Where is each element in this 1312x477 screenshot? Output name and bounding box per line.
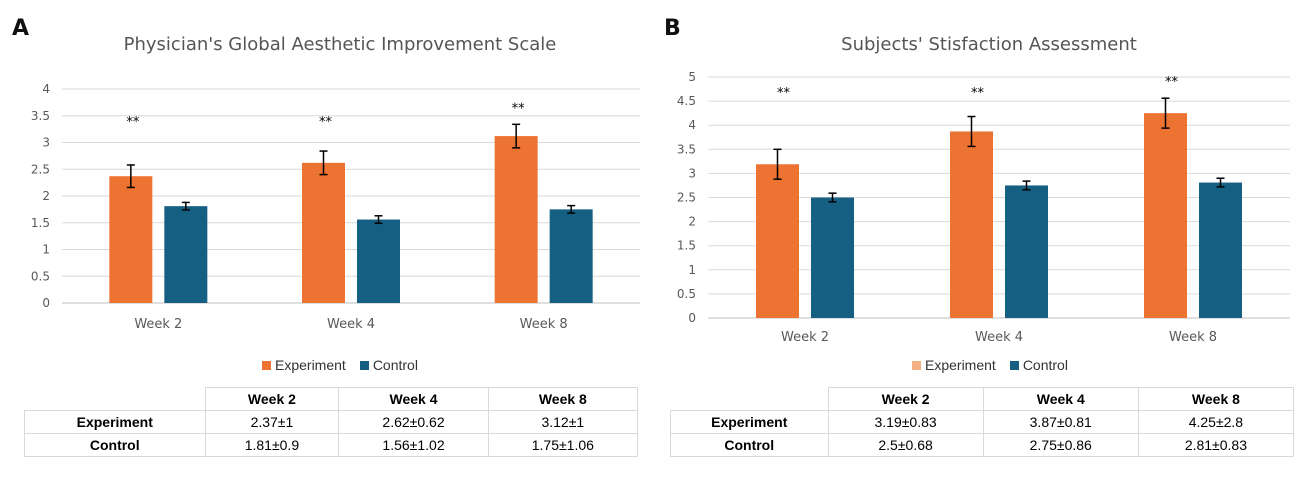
table-row: Experiment 2.37±1 2.62±0.62 3.12±1 — [24, 410, 639, 434]
bar-control — [811, 197, 854, 318]
legend-item-experiment: Experiment — [912, 357, 996, 373]
legend-item-control: Control — [359, 357, 418, 373]
bar-experiment — [756, 164, 799, 318]
table-cell: 1.81±0.9 — [204, 433, 340, 457]
x-category-label: Week 8 — [1169, 330, 1217, 345]
stats-table: Week 2 Week 4 Week 8 Experiment 2.37±1 2… — [24, 387, 639, 457]
y-tick-label: 4 — [688, 118, 696, 132]
table-cell: 2.81±0.83 — [1137, 433, 1295, 457]
bar-control — [1005, 185, 1048, 318]
table-corner — [670, 387, 829, 411]
table-header: Week 2 — [204, 387, 340, 411]
table-cell: 3.87±0.81 — [982, 410, 1139, 434]
table-header-row: Week 2 Week 4 Week 8 — [670, 387, 1295, 411]
legend-swatch-control — [1009, 360, 1019, 370]
y-tick-label: 2 — [688, 215, 696, 229]
y-tick-label: 0 — [688, 311, 696, 325]
table-cell: 2.62±0.62 — [338, 410, 489, 434]
table-header: Week 2 — [827, 387, 984, 411]
legend-swatch-experiment — [262, 360, 271, 370]
table-header: Week 4 — [982, 387, 1139, 411]
panel-label: A — [12, 16, 30, 41]
y-tick-label: 3 — [42, 136, 50, 150]
y-tick-label: 3 — [688, 166, 696, 180]
chart-title: Subjects' Stisfaction Assessment — [841, 34, 1137, 55]
x-category-label: Week 8 — [520, 317, 568, 332]
chart-title: Physician's Global Aesthetic Improvement… — [124, 34, 557, 55]
table-cell: 3.19±0.83 — [827, 410, 984, 434]
significance-label: ** — [1165, 75, 1179, 90]
y-tick-label: 2 — [42, 189, 50, 203]
legend-swatch-control — [359, 360, 369, 370]
x-category-label: Week 2 — [134, 317, 182, 332]
table-row: Control 2.5±0.68 2.75±0.86 2.81±0.83 — [670, 433, 1295, 457]
y-tick-label: 2.5 — [677, 191, 696, 205]
y-tick-label: 2.5 — [31, 162, 50, 176]
y-tick-label: 0.5 — [677, 287, 696, 301]
satisfaction-chart: Subjects' Stisfaction Assessment 0 0.5 1 1.5… — [677, 34, 1290, 345]
legend-item-experiment: Experiment — [262, 357, 346, 373]
bar-experiment — [1144, 113, 1187, 319]
bar-experiment — [494, 136, 538, 303]
table-corner — [24, 387, 206, 411]
bar-control — [357, 219, 400, 303]
table-row-label: Control — [670, 433, 829, 457]
y-tick-label: 0 — [42, 296, 50, 310]
y-tick-label: 5 — [688, 70, 696, 84]
significance-label: ** — [971, 86, 985, 101]
y-tick-label: 1 — [688, 263, 696, 277]
table-row: Experiment 3.19±0.83 3.87±0.81 4.25±2.8 — [670, 410, 1295, 434]
significance-label: ** — [777, 86, 791, 101]
x-category-label: Week 2 — [781, 330, 829, 345]
y-tick-label: 4.5 — [677, 94, 696, 108]
table-header-row: Week 2 Week 4 Week 8 — [24, 387, 639, 411]
legend-item-control: Control — [1009, 357, 1068, 373]
legend-label-control: Control — [1022, 357, 1068, 373]
y-tick-label: 3.5 — [31, 109, 50, 123]
legend-swatch-experiment — [912, 360, 921, 370]
pgais-chart: Physician's Global Aesthetic Improvement… — [31, 34, 640, 332]
bar-experiment — [950, 131, 993, 318]
legend-label-control: Control — [372, 357, 418, 373]
table-header: Week 8 — [1137, 387, 1295, 411]
significance-label: ** — [126, 115, 140, 130]
bar-experiment — [109, 176, 153, 303]
table-cell: 1.75±1.06 — [487, 433, 639, 457]
y-tick-label: 4 — [42, 82, 50, 96]
table-cell: 2.37±1 — [204, 410, 340, 434]
table-header: Week 8 — [487, 387, 639, 411]
significance-label: ** — [319, 115, 333, 130]
table-cell: 2.75±0.86 — [982, 433, 1139, 457]
bar-control — [549, 209, 593, 303]
stats-table: Week 2 Week 4 Week 8 Experiment 3.19±0.8… — [670, 387, 1295, 457]
panel-label: B — [664, 16, 681, 41]
table-row-label: Control — [24, 433, 206, 457]
y-tick-label: 0.5 — [31, 269, 50, 283]
x-category-label: Week 4 — [327, 317, 375, 332]
table-row-label: Experiment — [670, 410, 829, 434]
bar-experiment — [302, 162, 345, 303]
panel-b: B Subjects' Stisfaction Assessment 0 0.5 1 1… — [656, 0, 1312, 477]
legend-label-experiment: Experiment — [275, 357, 346, 373]
panel-a: A Physician's Global Aesthetic Improveme… — [12, 16, 640, 457]
bar-control — [1199, 182, 1242, 318]
y-tick-label: 1.5 — [31, 216, 50, 230]
table-row-label: Experiment — [24, 410, 206, 434]
bar-control — [164, 206, 208, 303]
table-header: Week 4 — [338, 387, 489, 411]
table-cell: 1.56±1.02 — [338, 433, 489, 457]
y-tick-label: 1.5 — [677, 239, 696, 253]
table-cell: 3.12±1 — [487, 410, 639, 434]
legend: Experiment Control — [912, 357, 1082, 373]
legend: Experiment Control — [262, 357, 432, 373]
legend-label-experiment: Experiment — [925, 357, 996, 373]
table-row: Control 1.81±0.9 1.56±1.02 1.75±1.06 — [24, 433, 639, 457]
y-tick-label: 1 — [42, 243, 50, 257]
table-cell: 2.5±0.68 — [827, 433, 984, 457]
significance-label: ** — [512, 101, 526, 116]
x-category-label: Week 4 — [975, 330, 1023, 345]
table-cell: 4.25±2.8 — [1137, 410, 1295, 434]
y-tick-label: 3.5 — [677, 142, 696, 156]
